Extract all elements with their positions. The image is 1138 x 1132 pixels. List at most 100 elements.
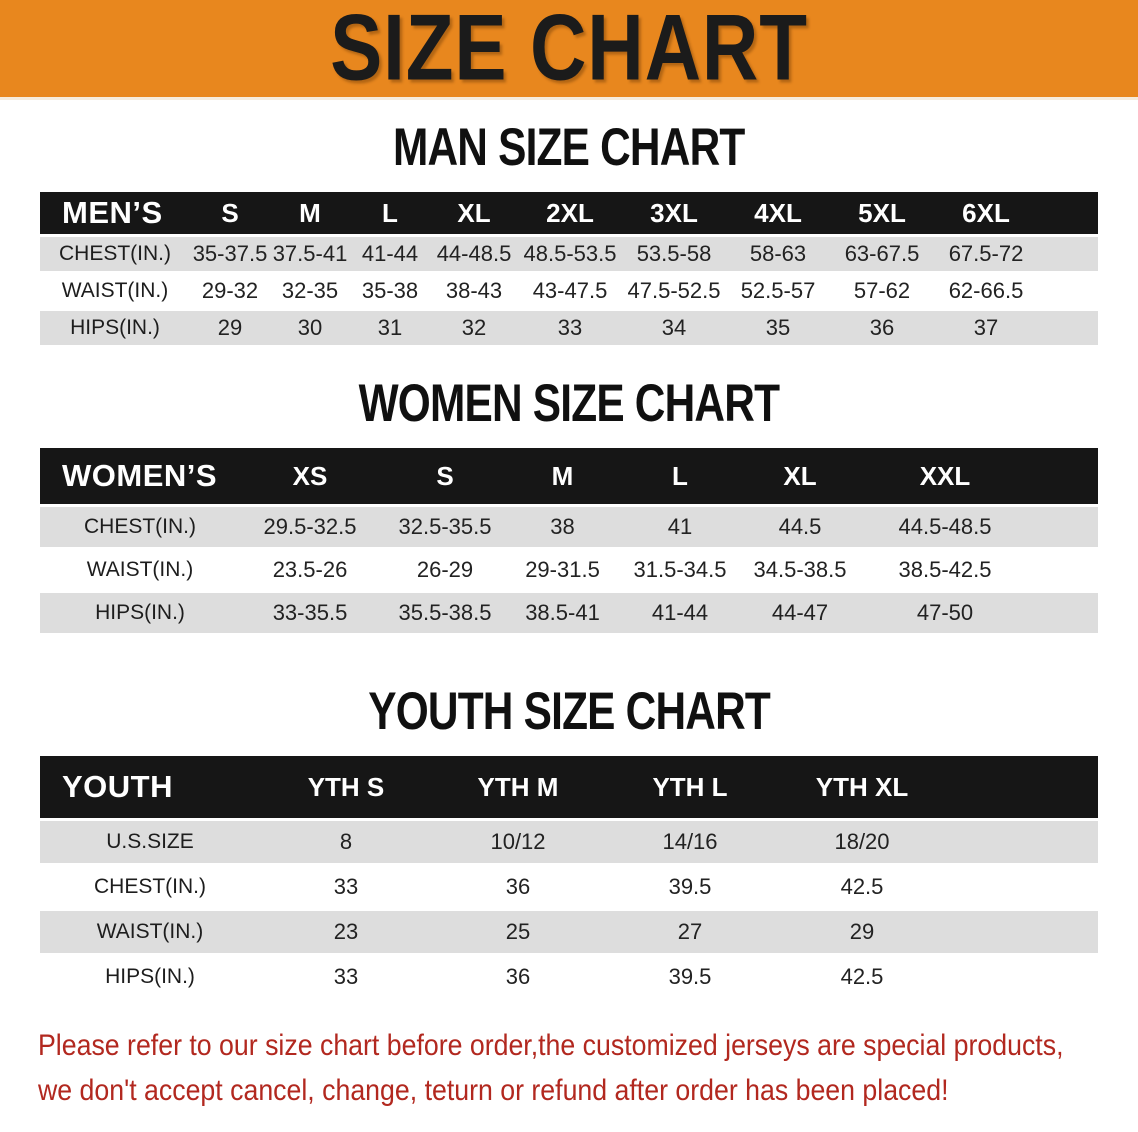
size-value-cell: 35-38 <box>350 274 430 308</box>
size-column-header: YTH M <box>432 756 604 818</box>
women-section-title-text: WOMEN SIZE CHART <box>358 374 780 433</box>
youth-size-table: YOUTH YTH S YTH M YTH L YTH XL U.S.SIZE 8 10/1… <box>40 753 1098 1001</box>
size-value-cell: 47-50 <box>855 593 1035 633</box>
man-section-title: MAN SIZE CHART <box>0 120 1138 176</box>
size-value-cell: 39.5 <box>604 956 776 998</box>
size-value-cell: 37.5-41 <box>270 237 350 271</box>
size-column-header: XL <box>430 192 518 234</box>
table-header-row: MEN’S S M L XL 2XL 3XL 4XL 5XL 6XL <box>40 192 1098 234</box>
table-corner-label: WOMEN’S <box>40 448 240 504</box>
size-value-cell: 36 <box>432 956 604 998</box>
size-column-header: S <box>190 192 270 234</box>
size-column-header: XS <box>240 448 380 504</box>
size-value-cell: 41 <box>615 507 745 547</box>
size-value-cell: 14/16 <box>604 821 776 863</box>
size-column-header: YTH S <box>260 756 432 818</box>
size-value-cell: 57-62 <box>830 274 934 308</box>
size-value-cell: 38 <box>510 507 615 547</box>
men-size-table: MEN’S S M L XL 2XL 3XL 4XL 5XL 6XL CHEST(IN.) 35-3… <box>40 189 1098 348</box>
size-value-cell: 30 <box>270 311 350 345</box>
banner-title: SIZE CHART <box>330 0 808 101</box>
size-value-cell: 35-37.5 <box>190 237 270 271</box>
size-column-header: L <box>615 448 745 504</box>
row-filler <box>948 911 1098 953</box>
table-row: CHEST(IN.) 35-37.5 37.5-41 41-44 44-48.5 48.5… <box>40 237 1098 271</box>
measurement-row-label: HIPS(IN.) <box>40 593 240 633</box>
size-value-cell: 37 <box>934 311 1038 345</box>
size-value-cell: 44.5 <box>745 507 855 547</box>
row-filler <box>1038 274 1098 308</box>
header-filler <box>1035 448 1098 504</box>
size-value-cell: 35 <box>726 311 830 345</box>
size-value-cell: 39.5 <box>604 866 776 908</box>
size-column-header: 5XL <box>830 192 934 234</box>
table-row: HIPS(IN.) 33-35.5 35.5-38.5 38.5-41 41-44 44-… <box>40 593 1098 633</box>
size-value-cell: 29-31.5 <box>510 550 615 590</box>
table-row: CHEST(IN.) 29.5-32.5 32.5-35.5 38 41 44.5 44.5… <box>40 507 1098 547</box>
measurement-row-label: CHEST(IN.) <box>40 237 190 271</box>
measurement-row-label: CHEST(IN.) <box>40 507 240 547</box>
table-header-row: WOMEN’S XS S M L XL XXL <box>40 448 1098 504</box>
header-filler <box>948 756 1098 818</box>
measurement-row-label: U.S.SIZE <box>40 821 260 863</box>
man-section-title-text: MAN SIZE CHART <box>393 118 745 177</box>
table-row: WAIST(IN.) 29-32 32-35 35-38 38-43 43-47.5 47.… <box>40 274 1098 308</box>
size-value-cell: 23 <box>260 911 432 953</box>
size-value-cell: 58-63 <box>726 237 830 271</box>
size-value-cell: 67.5-72 <box>934 237 1038 271</box>
youth-section-title: YOUTH SIZE CHART <box>0 684 1138 740</box>
size-value-cell: 29.5-32.5 <box>240 507 380 547</box>
size-column-header: YTH XL <box>776 756 948 818</box>
youth-section-title-text: YOUTH SIZE CHART <box>368 682 771 741</box>
size-value-cell: 38.5-42.5 <box>855 550 1035 590</box>
size-value-cell: 33-35.5 <box>240 593 380 633</box>
measurement-row-label: CHEST(IN.) <box>40 866 260 908</box>
measurement-row-label: HIPS(IN.) <box>40 311 190 345</box>
size-value-cell: 18/20 <box>776 821 948 863</box>
size-value-cell: 23.5-26 <box>240 550 380 590</box>
size-value-cell: 63-67.5 <box>830 237 934 271</box>
row-filler <box>1038 311 1098 345</box>
size-value-cell: 36 <box>432 866 604 908</box>
size-chart-banner: SIZE CHART <box>0 0 1138 100</box>
measurement-row-label: HIPS(IN.) <box>40 956 260 998</box>
size-column-header: M <box>270 192 350 234</box>
size-column-header: YTH L <box>604 756 776 818</box>
size-column-header: S <box>380 448 510 504</box>
size-value-cell: 8 <box>260 821 432 863</box>
size-value-cell: 41-44 <box>350 237 430 271</box>
table-header-row: YOUTH YTH S YTH M YTH L YTH XL <box>40 756 1098 818</box>
disclaimer-line-1: Please refer to our size chart before or… <box>38 1029 1064 1062</box>
size-value-cell: 42.5 <box>776 956 948 998</box>
table-corner-label: YOUTH <box>40 756 260 818</box>
table-corner-label: MEN’S <box>40 192 190 234</box>
size-value-cell: 33 <box>518 311 622 345</box>
table-row: HIPS(IN.) 29 30 31 32 33 34 35 36 37 <box>40 311 1098 345</box>
size-value-cell: 42.5 <box>776 866 948 908</box>
women-section-title: WOMEN SIZE CHART <box>0 376 1138 432</box>
size-value-cell: 52.5-57 <box>726 274 830 308</box>
size-value-cell: 34 <box>622 311 726 345</box>
size-value-cell: 10/12 <box>432 821 604 863</box>
size-value-cell: 34.5-38.5 <box>745 550 855 590</box>
disclaimer: Please refer to our size chart before or… <box>0 1023 1138 1113</box>
row-filler <box>1038 237 1098 271</box>
size-value-cell: 38-43 <box>430 274 518 308</box>
row-filler <box>1035 550 1098 590</box>
size-value-cell: 44-47 <box>745 593 855 633</box>
size-value-cell: 31.5-34.5 <box>615 550 745 590</box>
women-size-table: WOMEN’S XS S M L XL XXL CHEST(IN.) 29.5-32.5 32.… <box>40 445 1098 636</box>
size-value-cell: 48.5-53.5 <box>518 237 622 271</box>
size-value-cell: 36 <box>830 311 934 345</box>
size-value-cell: 33 <box>260 866 432 908</box>
size-value-cell: 53.5-58 <box>622 237 726 271</box>
measurement-row-label: WAIST(IN.) <box>40 274 190 308</box>
size-value-cell: 47.5-52.5 <box>622 274 726 308</box>
size-value-cell: 32-35 <box>270 274 350 308</box>
size-value-cell: 44-48.5 <box>430 237 518 271</box>
header-filler <box>1038 192 1098 234</box>
measurement-row-label: WAIST(IN.) <box>40 911 260 953</box>
table-row: WAIST(IN.) 23 25 27 29 <box>40 911 1098 953</box>
size-value-cell: 33 <box>260 956 432 998</box>
size-column-header: 3XL <box>622 192 726 234</box>
